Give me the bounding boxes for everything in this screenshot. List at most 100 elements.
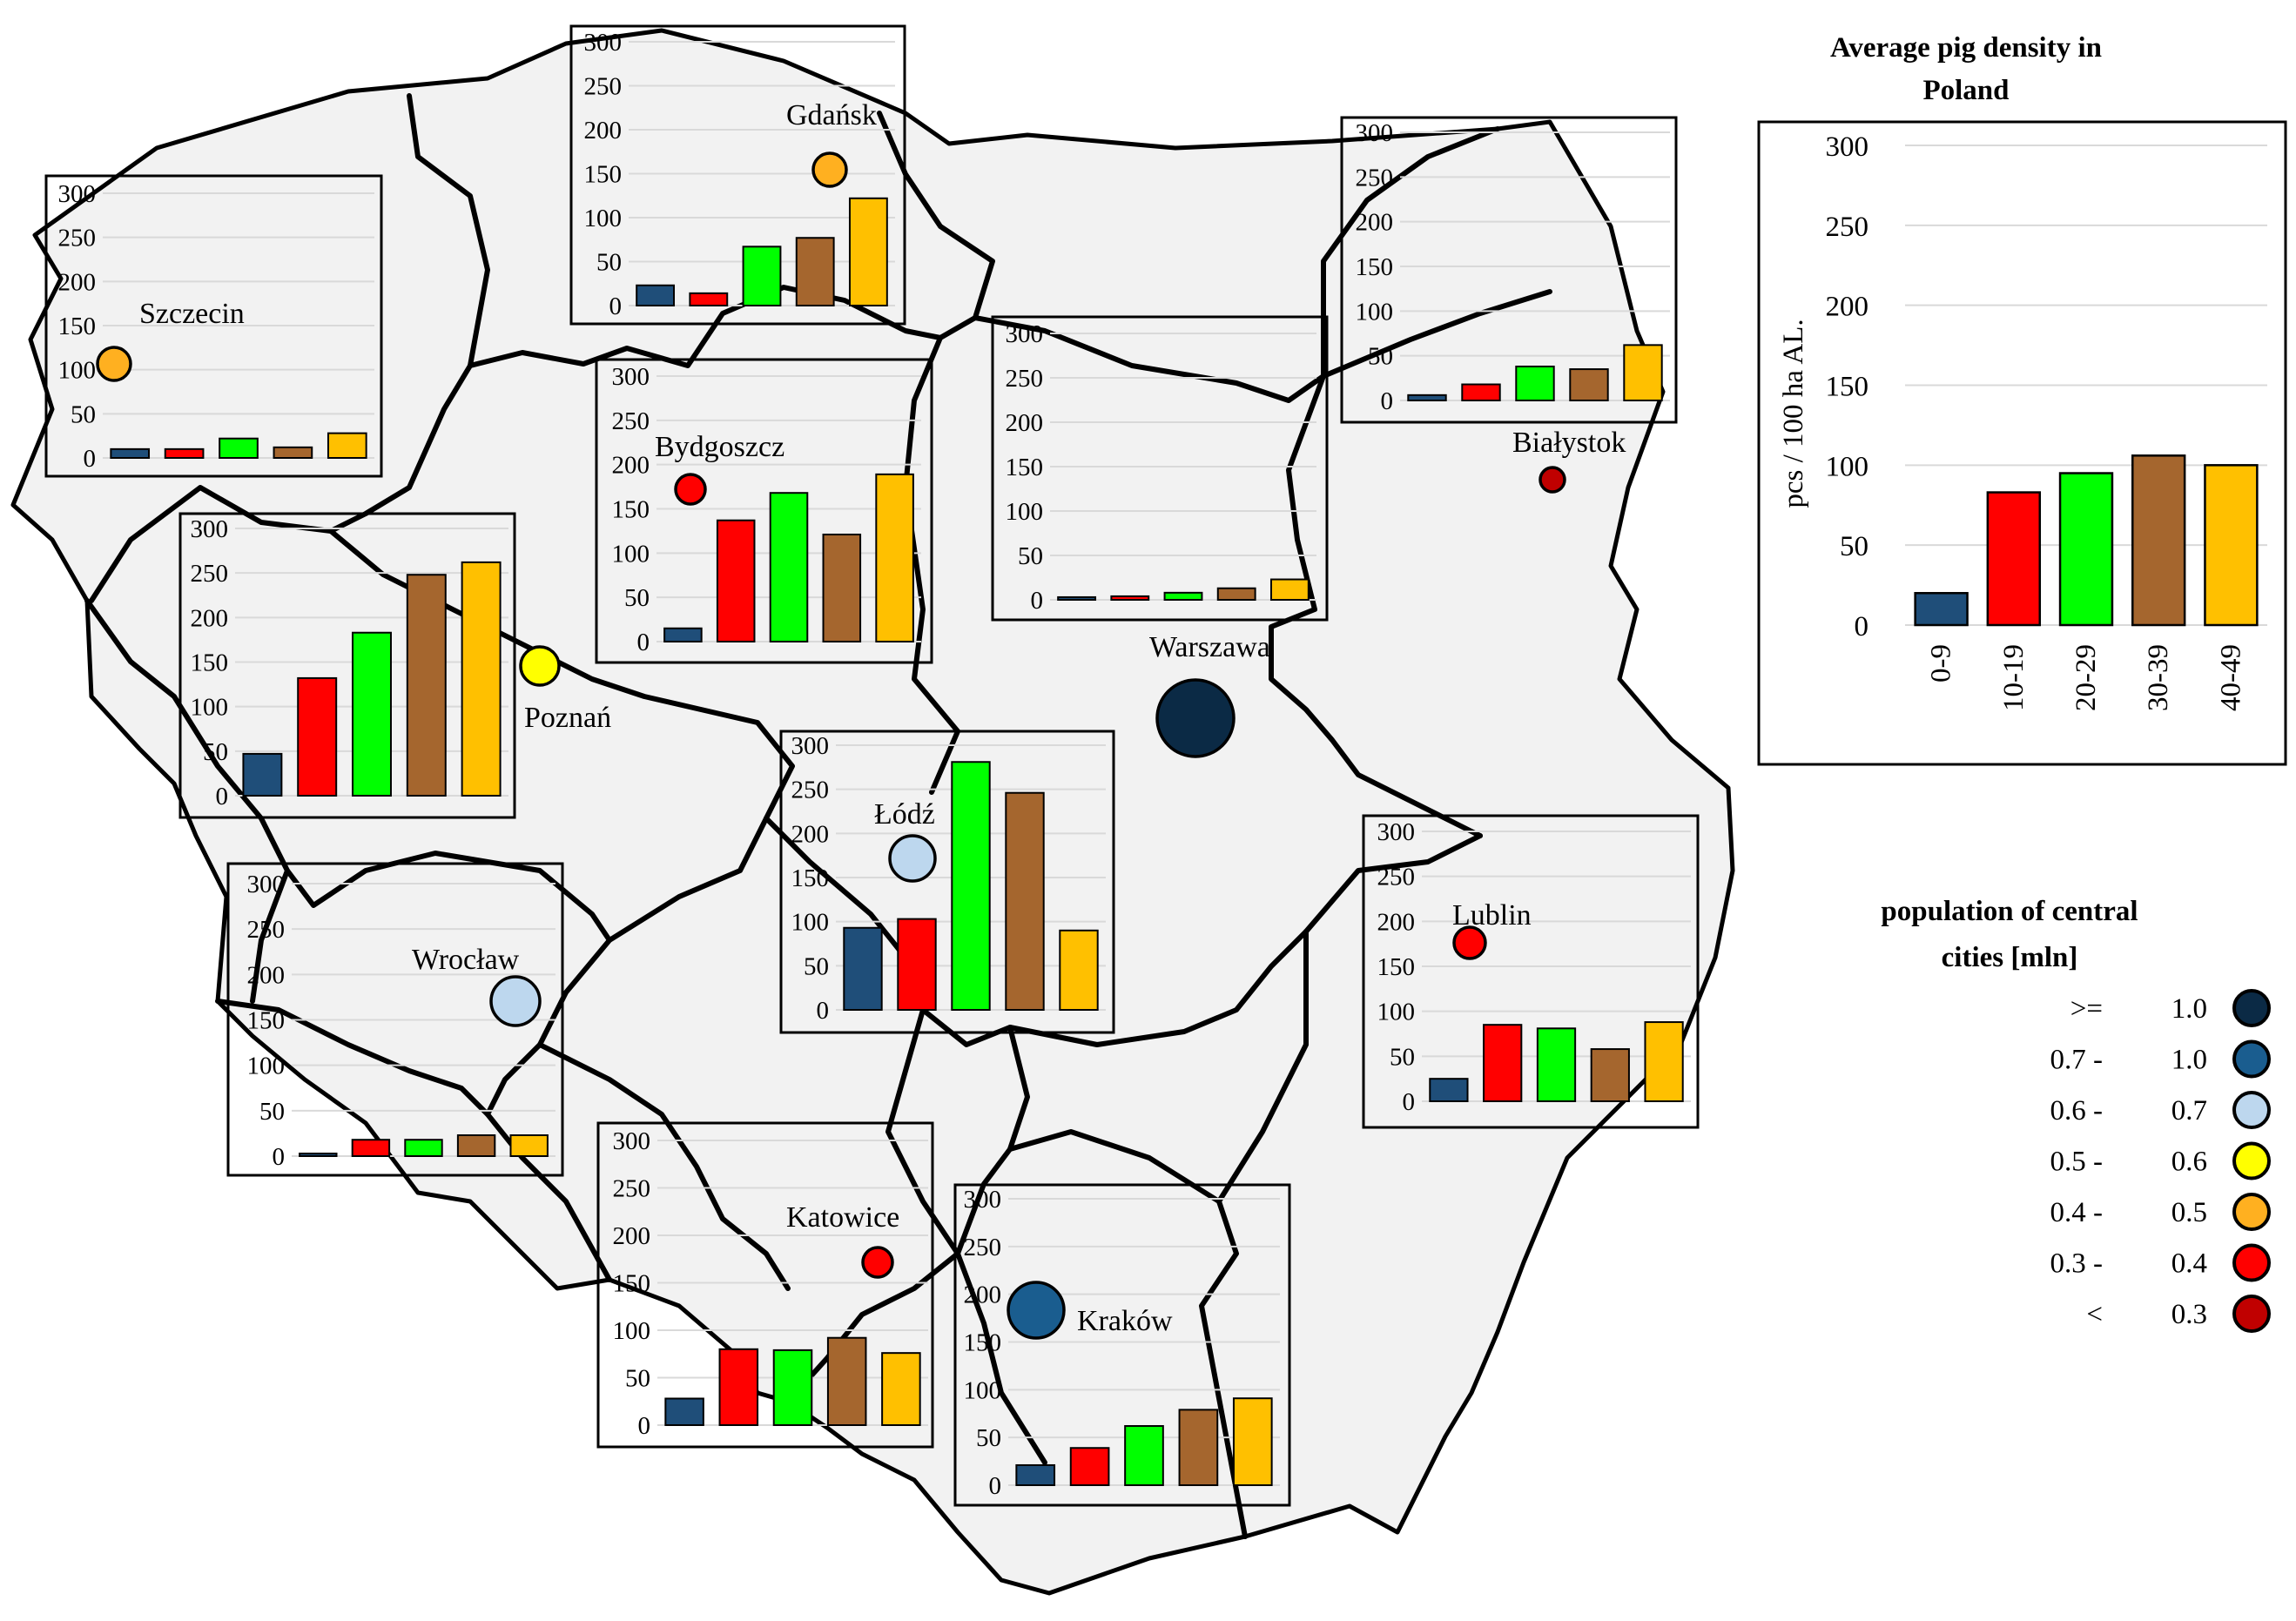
city-label-szczecin: Szczecin — [139, 298, 245, 330]
y-tick-label: 150 — [1826, 372, 1869, 403]
regional-y-tick-label: 100 — [1377, 999, 1416, 1026]
poland-outline — [10, 28, 1735, 1596]
city-marker-wroclaw[interactable] — [489, 975, 542, 1027]
regional-bar-30-39 — [1569, 368, 1609, 402]
regional-y-tick-label: 0 — [638, 1412, 651, 1440]
regional-y-tick-label: 300 — [584, 29, 623, 57]
regional-charts: 0 50 100 150 200 250 300 0 50 100 150 200 250 300 0 50 1… — [44, 24, 1700, 1507]
regional-bar-20-29 — [772, 1349, 813, 1427]
chart-frame — [1757, 120, 2287, 766]
regional-bar-20-29 — [769, 492, 809, 643]
city-marker-warszawa[interactable] — [1155, 678, 1236, 758]
population-legend: population of central cities [mln] >= 1.0… — [1881, 896, 2271, 1333]
city-marker-krakow[interactable] — [1007, 1281, 1066, 1340]
regional-bar-0-9 — [242, 752, 283, 797]
city-marker-bydgoszcz[interactable] — [674, 473, 707, 506]
regional-chart-gdansk: 0 50 100 150 200 250 300 — [569, 24, 906, 326]
regional-bar-20-29 — [1515, 365, 1555, 401]
regional-y-tick-label: 150 — [247, 1007, 286, 1035]
regional-y-tick-label: 150 — [58, 313, 97, 340]
regional-y-tick-label: 150 — [1006, 454, 1044, 481]
regional-chart-poznan: 0 50 100 150 200 250 300 — [178, 512, 516, 819]
regional-y-tick-label: 0 — [84, 445, 97, 473]
regional-bar-0-9 — [663, 627, 703, 642]
bar-40-49 — [2204, 464, 2259, 627]
regional-chart-frame — [595, 358, 933, 664]
legend-range-value: 0.4 — [2171, 1248, 2207, 1280]
regional-bar-40-49 — [875, 473, 914, 642]
regional-chart-bialystok: 0 50 100 150 200 250 300 — [1340, 116, 1678, 424]
city-marker-gdansk[interactable] — [811, 151, 848, 188]
x-tick-label: 30-39 — [2143, 644, 2174, 711]
regional-chart-frame — [1340, 116, 1678, 424]
regional-y-tick-label: 250 — [1356, 164, 1394, 192]
legend-swatch — [2232, 1039, 2271, 1079]
regional-y-tick-label: 50 — [624, 584, 650, 612]
city-marker-lublin[interactable] — [1452, 925, 1487, 960]
regional-y-tick-label: 300 — [1006, 320, 1044, 348]
regional-chart-frame — [44, 174, 383, 478]
regional-y-tick-label: 300 — [613, 1127, 651, 1155]
regional-bar-40-49 — [461, 561, 502, 797]
chart-bars — [1914, 454, 2259, 627]
regional-y-tick-label: 50 — [1390, 1043, 1415, 1071]
regional-bar-10-19 — [689, 292, 729, 306]
regional-bar-10-19 — [1461, 383, 1501, 401]
regional-bar-20-29 — [951, 761, 991, 1012]
city-marker-bialystok[interactable] — [1539, 466, 1566, 494]
regional-chart-frame — [596, 1121, 934, 1449]
regional-chart-frame — [569, 24, 906, 326]
city-marker-lodz[interactable] — [888, 834, 937, 883]
regional-y-tick-label: 200 — [964, 1281, 1002, 1309]
legend-range-label: 0.3 - — [2050, 1248, 2104, 1280]
city-label-katowice: Katowice — [786, 1201, 899, 1234]
legend-range-value: 1.0 — [2171, 993, 2207, 1025]
regional-y-tick-label: 200 — [612, 452, 650, 480]
regional-y-tick-label: 200 — [613, 1222, 651, 1250]
city-marker-katowice[interactable] — [861, 1246, 894, 1279]
regional-y-tick-label: 250 — [191, 560, 229, 588]
legend-range-value: 0.7 — [2171, 1095, 2207, 1127]
regional-bar-30-39 — [1005, 791, 1045, 1011]
chart-title-line-1: Average pig density in — [1830, 32, 2102, 64]
city-labels: Gdańsk Szczecin Białystok Bydgoszcz Wars… — [139, 99, 1626, 1337]
city-marker-szczecin[interactable] — [96, 346, 132, 382]
legend-swatch — [2232, 1243, 2271, 1282]
regional-bar-20-29 — [352, 631, 392, 797]
regional-bar-30-39 — [1216, 587, 1256, 601]
regional-bar-0-9 — [1429, 1078, 1469, 1102]
regional-y-tick-label: 150 — [612, 496, 650, 524]
regional-bar-20-29 — [742, 246, 782, 306]
regional-y-tick-label: 0 — [817, 997, 830, 1025]
regional-chart-warszawa: 0 50 100 150 200 250 300 — [991, 315, 1329, 622]
regional-y-tick-label: 50 — [259, 1098, 285, 1126]
bar-20-29 — [2058, 472, 2114, 627]
regional-bar-30-39 — [795, 237, 835, 307]
regional-y-tick-label: 250 — [612, 407, 650, 435]
regional-y-tick-label: 50 — [203, 738, 228, 766]
regional-y-tick-label: 0 — [273, 1143, 286, 1171]
voivodeship-borders — [84, 93, 1552, 1539]
city-label-bydgoszcz: Bydgoszcz — [655, 431, 784, 463]
bar-30-39 — [2131, 454, 2186, 627]
city-marker-poznan[interactable] — [519, 645, 561, 687]
regional-bar-0-9 — [1015, 1463, 1056, 1486]
regional-chart-lodz: 0 50 100 150 200 250 300 — [779, 730, 1115, 1034]
regional-y-tick-label: 200 — [1006, 409, 1044, 437]
regional-y-tick-label: 50 — [976, 1424, 1001, 1452]
regional-y-tick-label: 100 — [612, 540, 650, 568]
regional-y-tick-label: 200 — [584, 117, 623, 145]
regional-bar-10-19 — [718, 1348, 759, 1427]
regional-y-tick-label: 50 — [596, 249, 622, 277]
x-tick-label: 20-29 — [2070, 644, 2102, 711]
regional-y-tick-label: 250 — [247, 916, 286, 944]
y-tick-label: 50 — [1840, 531, 1868, 562]
regional-y-tick-label: 250 — [1006, 365, 1044, 393]
legend-range-label: 0.6 - — [2050, 1095, 2104, 1127]
regional-bar-30-39 — [406, 574, 447, 797]
regional-chart-frame — [178, 512, 516, 819]
y-tick-label: 250 — [1826, 212, 1869, 243]
regional-chart-frame — [953, 1183, 1291, 1507]
y-axis-label: pcs / 100 ha AL. — [1778, 319, 1809, 508]
